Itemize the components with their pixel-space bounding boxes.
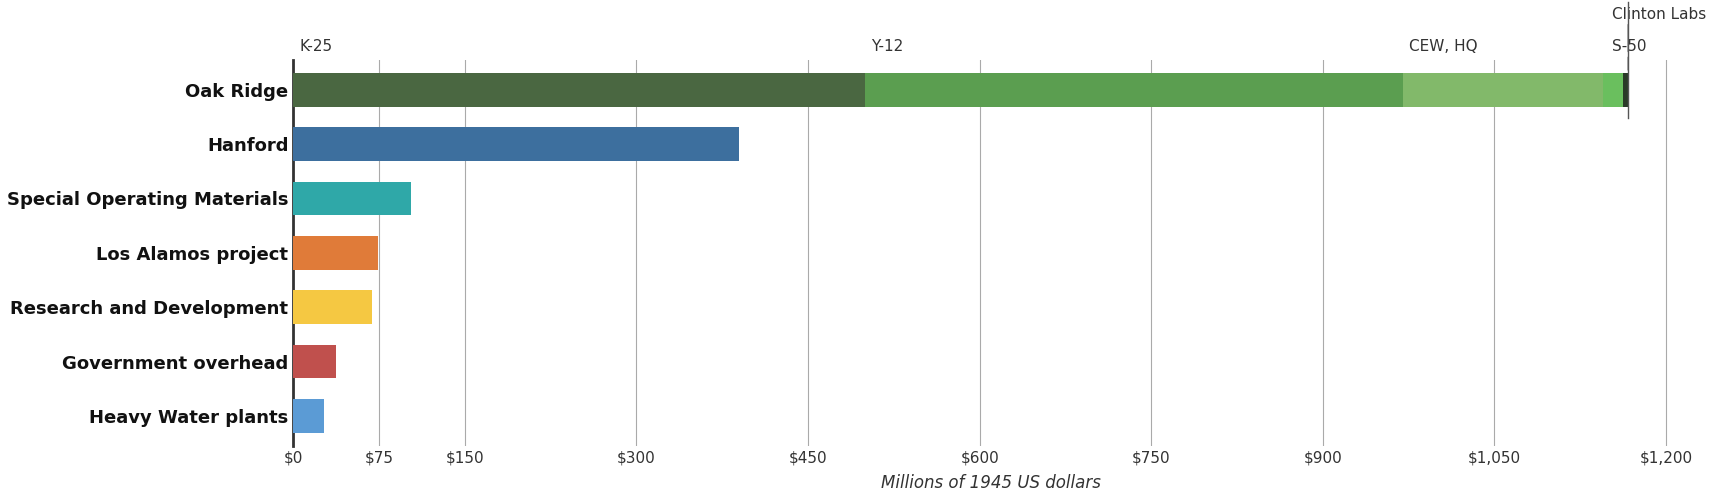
Text: Clinton Labs: Clinton Labs — [1612, 7, 1707, 22]
Text: S-50: S-50 — [1612, 39, 1647, 54]
Bar — [294, 127, 740, 161]
Bar — [865, 73, 1403, 107]
Bar — [1604, 73, 1628, 107]
Bar — [294, 399, 325, 433]
Text: K-25: K-25 — [299, 39, 331, 54]
Bar — [294, 236, 378, 269]
Text: CEW, HQ: CEW, HQ — [1408, 39, 1477, 54]
Bar — [294, 290, 373, 324]
Bar — [294, 182, 410, 216]
Bar — [1623, 73, 1628, 107]
Bar — [1403, 73, 1604, 107]
X-axis label: Millions of 1945 US dollars: Millions of 1945 US dollars — [881, 474, 1101, 492]
Bar — [294, 73, 865, 107]
Bar — [294, 345, 335, 378]
Text: Y-12: Y-12 — [871, 39, 903, 54]
